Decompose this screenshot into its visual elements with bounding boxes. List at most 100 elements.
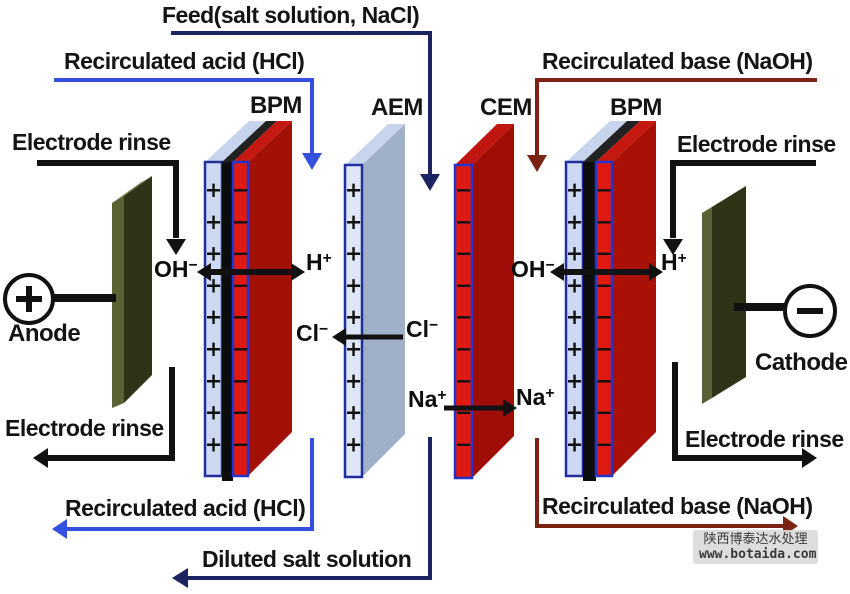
electrode-rinse-inlet-left-line-arrowhead (166, 239, 186, 255)
base-inlet-line-arrowhead (527, 155, 547, 172)
bpm-left-charge-sign: − (232, 369, 250, 393)
cem-charge-sign: − (455, 401, 473, 425)
cem-charge-sign: − (455, 273, 473, 297)
electrode-rinse-inlet-left-line (37, 160, 179, 238)
cem-top-face-0 (455, 124, 514, 165)
bpm-left-top-face-1 (222, 121, 277, 162)
acid-outlet-line-arrowhead (52, 519, 67, 539)
bpm-right-charge-sign: + (566, 242, 584, 266)
bpm-left-charge-sign: − (232, 432, 250, 456)
base-inlet-line (535, 78, 817, 155)
bpm-left-charge-sign: + (205, 305, 223, 329)
bpm-left-charge-sign: − (232, 305, 250, 329)
watermark: 陕西博泰达水处理 www.botaida.com (693, 530, 818, 564)
bpm-left-charge-sign: − (232, 210, 250, 234)
cem-charge-sign: − (455, 210, 473, 234)
bpm-right-charge-sign: − (595, 401, 613, 425)
anode-electrode-top (112, 176, 152, 203)
cem-charge-sign: − (455, 369, 473, 393)
cem-side-face (472, 124, 514, 478)
bpm-left-charge-sign: + (205, 337, 223, 361)
aem-charge-sign: + (345, 305, 363, 329)
bpm-right-charge-sign: − (595, 369, 613, 393)
bpm-right-charge-sign: + (566, 369, 584, 393)
bpm-left-charge-sign: + (205, 242, 223, 266)
bpm-right-charge-sign: − (595, 178, 613, 202)
bpm-left-charge-sign: − (232, 273, 250, 297)
bpm-left-top-face-0 (205, 121, 266, 162)
bpm-right-charge-sign: + (566, 401, 584, 425)
aem-charge-sign: + (345, 242, 363, 266)
cem-charge-sign: − (455, 305, 473, 329)
bpm-right-charge-sign: − (595, 305, 613, 329)
electrode-rinse-inlet-right-line-arrowhead (663, 239, 683, 255)
cem-charge-sign: − (455, 337, 473, 361)
cem-charge-sign: − (455, 432, 473, 456)
oh-h-transport-arrow-left-arrowhead (197, 263, 211, 281)
bpm-right-charge-sign: + (566, 178, 584, 202)
bpm-left-charge-sign: + (205, 210, 223, 234)
bpm-left-layer-2 (231, 160, 250, 478)
bpm-right-top-face-2 (596, 121, 656, 162)
electrode-rinse-outlet-left-line (47, 367, 175, 461)
base-outlet-line (535, 438, 784, 528)
bpm-right-charge-sign: − (595, 210, 613, 234)
bpm-left-charge-sign: + (205, 432, 223, 456)
bpm-left-charge-sign: + (205, 401, 223, 425)
anode-electrode-front (112, 196, 124, 408)
electrode-rinse-outlet-right-line (672, 362, 803, 461)
aem-charge-sign: + (345, 210, 363, 234)
cem-charge-sign: − (455, 242, 473, 266)
cem-layer-0 (453, 163, 474, 480)
aem-top-face-0 (345, 124, 405, 165)
bpm-left-side-face (248, 121, 292, 476)
cathode-electrode-top (702, 186, 746, 213)
bpm-right-charge-sign: + (566, 210, 584, 234)
bpm-left-top-face-2 (233, 121, 292, 162)
bpm-right-side-face (612, 121, 656, 476)
cem-charge-sign: − (455, 178, 473, 202)
acid-outlet-line (66, 438, 314, 531)
electrode-rinse-outlet-right-line-arrowhead (802, 448, 817, 468)
aem-charge-sign: + (345, 273, 363, 297)
bpm-right-top-face-0 (566, 121, 627, 162)
diluted-salt-outlet-line (187, 437, 432, 580)
aem-charge-sign: + (345, 178, 363, 202)
bpm-left-charge-sign: − (232, 401, 250, 425)
bpm-right-charge-sign: − (595, 273, 613, 297)
watermark-url-text: www.botaida.com (699, 547, 817, 562)
bpm-right-charge-sign: + (566, 273, 584, 297)
aem-charge-sign: + (345, 337, 363, 361)
aem-layer-0 (343, 163, 364, 479)
bpm-right-charge-sign: − (595, 432, 613, 456)
chloride-transport-arrow-arrowhead (332, 328, 346, 346)
aem-side-face (362, 124, 405, 477)
diluted-salt-outlet-line-arrowhead (172, 568, 188, 588)
feed-line (171, 31, 432, 175)
acid-inlet-line-arrowhead (302, 153, 322, 170)
watermark-cn-text: 陕西博泰达水处理 (703, 532, 808, 547)
bpm-left-charge-sign: + (205, 178, 223, 202)
feed-line-arrowhead (420, 174, 440, 191)
bpm-right-layer-2 (594, 160, 614, 478)
bpm-left-charge-sign: − (232, 178, 250, 202)
electrode-rinse-outlet-left-line-arrowhead (33, 448, 48, 468)
bpm-right-top-face-1 (583, 121, 640, 162)
aem-charge-sign: + (345, 369, 363, 393)
anode-electrode-main (124, 176, 152, 403)
cathode-electrode-main (712, 186, 746, 398)
oh-h-transport-arrow-right-arrowhead (550, 263, 564, 281)
bpm-left-charge-sign: + (205, 369, 223, 393)
oh-h-transport-arrow-left-arrowhead (291, 263, 305, 281)
bpm-right-charge-sign: + (566, 432, 584, 456)
bpm-left-charge-sign: − (232, 242, 250, 266)
bpm-right-charge-sign: − (595, 242, 613, 266)
oh-h-transport-arrow-right-arrowhead (649, 263, 663, 281)
bpm-right-charge-sign: − (595, 337, 613, 361)
electrode-rinse-inlet-right-line (670, 160, 816, 238)
bpm-right-layer-1 (583, 162, 596, 481)
bpm-right-charge-sign: + (566, 305, 584, 329)
sodium-transport-arrow-arrowhead (503, 399, 517, 417)
acid-inlet-line (54, 78, 314, 153)
